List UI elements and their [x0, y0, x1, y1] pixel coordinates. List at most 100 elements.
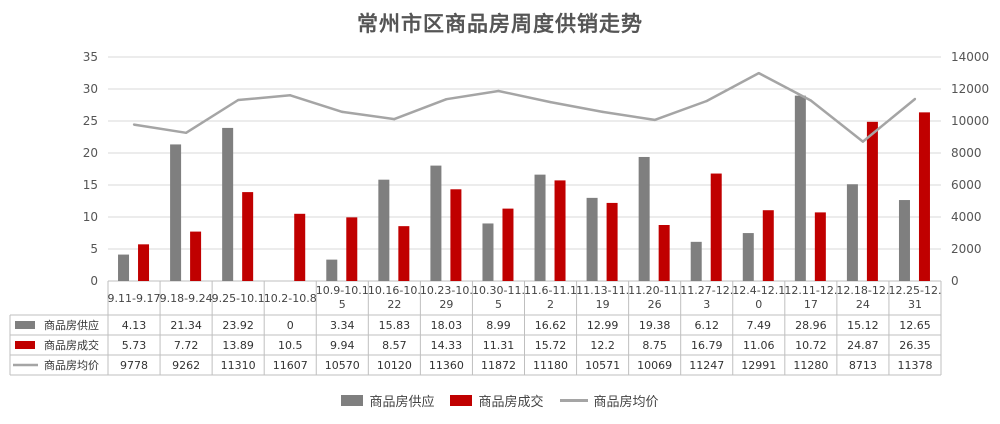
- chart-title: 常州市区商品房周度供销走势: [357, 12, 643, 36]
- table-cell: 28.96: [795, 319, 827, 332]
- left-axis-tick: 30: [83, 82, 98, 96]
- category-label: 10.2-10.8: [264, 292, 317, 305]
- right-axis-tick: 6000: [951, 178, 982, 192]
- point-avg-price: [341, 110, 344, 114]
- category-label: 5: [339, 298, 346, 311]
- bar-supply: [846, 184, 858, 281]
- table-key-supply: [15, 321, 35, 329]
- legend-swatch-deals: [450, 395, 473, 406]
- table-cell: 11280: [793, 359, 828, 372]
- category-label: 9.18-9.24: [160, 292, 213, 305]
- table-cell: 9.94: [330, 339, 355, 352]
- point-avg-price: [861, 140, 865, 143]
- right-axis-tick: 0: [951, 274, 959, 288]
- legend-item-deals: 商品房成交: [450, 391, 544, 410]
- category-label: 12.25-12.: [888, 284, 941, 297]
- legend-item-supply: 商品房供应: [341, 391, 434, 410]
- table-cell: 11.31: [483, 339, 515, 352]
- left-axis-tick: 10: [83, 210, 98, 224]
- category-label: 11.6-11.1: [524, 284, 577, 297]
- point-avg-price: [913, 97, 917, 101]
- bar-deals: [294, 213, 306, 281]
- category-label: 5: [495, 298, 502, 311]
- point-avg-price: [393, 117, 396, 121]
- table-cell: 9262: [172, 359, 200, 372]
- category-label: 0: [755, 298, 762, 311]
- point-avg-price: [757, 71, 760, 75]
- legend-swatch-price: [559, 399, 588, 402]
- legend-label-price: 商品房均价: [593, 395, 659, 410]
- table-cell: 5.73: [122, 339, 147, 352]
- table-cell: 12.99: [587, 319, 619, 332]
- category-label: 11.13-11.: [576, 284, 629, 297]
- category-label: 10.23-10.: [420, 284, 473, 297]
- bar-deals: [346, 217, 358, 281]
- table-cell: 3.34: [330, 319, 355, 332]
- table-cell: 11310: [221, 359, 256, 372]
- bar-supply: [378, 179, 390, 281]
- bar-deals: [918, 112, 930, 281]
- table-cell: 7.72: [174, 339, 199, 352]
- bar-deals: [190, 231, 202, 281]
- table-cell: 13.89: [222, 339, 254, 352]
- table-cell: 12.2: [590, 339, 615, 352]
- left-axis-tick: 25: [83, 114, 98, 128]
- table-cell: 16.79: [691, 339, 723, 352]
- table-cell: 19.38: [639, 319, 671, 332]
- table-cell: 16.62: [535, 319, 567, 332]
- table-cell: 11607: [273, 359, 308, 372]
- right-axis-tick: 8000: [951, 146, 982, 160]
- bar-deals: [138, 244, 150, 281]
- point-avg-price: [236, 98, 240, 102]
- table-row-header: 商品房成交: [44, 338, 99, 352]
- table-cell: 10120: [377, 359, 412, 372]
- bar-supply: [898, 200, 910, 281]
- point-avg-price: [549, 100, 552, 104]
- category-label: 10.30-11.: [472, 284, 525, 297]
- table-cell: 8.75: [642, 339, 667, 352]
- table-cell: 11360: [429, 359, 464, 372]
- category-label: 24: [856, 298, 870, 311]
- legend-label-supply: 商品房供应: [369, 395, 435, 410]
- point-avg-price: [705, 99, 708, 103]
- bar-deals: [762, 210, 774, 281]
- table-cell: 11247: [689, 359, 724, 372]
- right-axis-tick: 2000: [951, 242, 982, 256]
- bar-supply: [690, 241, 702, 281]
- left-axis-tick: 0: [90, 274, 98, 288]
- table-cell: 11378: [897, 359, 932, 372]
- left-axis-tick: 5: [90, 242, 98, 256]
- table-cell: 26.35: [899, 339, 931, 352]
- table-cell: 0: [287, 319, 294, 332]
- category-label: 12.11-12.: [784, 284, 837, 297]
- table-cell: 21.34: [170, 319, 202, 332]
- bar-supply: [170, 144, 182, 281]
- legend: 商品房供应 商品房成交 商品房均价: [0, 391, 1000, 410]
- table-cell: 10.72: [795, 339, 827, 352]
- table-cell: 11.06: [743, 339, 775, 352]
- table-cell: 10570: [325, 359, 360, 372]
- category-label: 10.9-10.1: [316, 284, 369, 297]
- table-cell: 8713: [849, 359, 877, 372]
- point-avg-price: [653, 118, 656, 122]
- table-key-deals: [15, 341, 35, 349]
- bar-supply: [534, 174, 546, 281]
- legend-label-deals: 商品房成交: [478, 395, 544, 410]
- table-cell: 15.72: [535, 339, 567, 352]
- table-cell: 15.12: [847, 319, 879, 332]
- bar-deals: [502, 208, 514, 281]
- table-cell: 4.13: [122, 319, 147, 332]
- bar-supply: [638, 156, 650, 281]
- bar-deals: [658, 225, 670, 281]
- bar-deals: [710, 173, 722, 281]
- table-cell: 15.83: [379, 319, 411, 332]
- bar-deals: [242, 192, 254, 281]
- bar-supply: [794, 95, 806, 281]
- table-cell: 12.65: [899, 319, 931, 332]
- bar-deals: [450, 189, 462, 281]
- category-label: 11.20-11.: [628, 284, 681, 297]
- left-axis-tick: 15: [83, 178, 98, 192]
- bar-deals: [606, 202, 618, 281]
- bar-deals: [866, 121, 878, 281]
- bar-deals: [398, 226, 410, 281]
